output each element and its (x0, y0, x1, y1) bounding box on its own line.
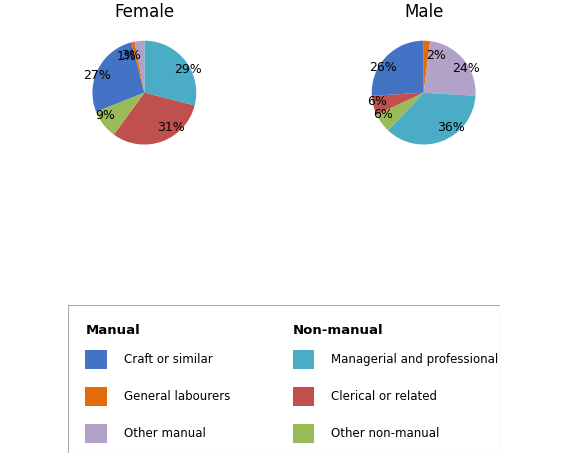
Title: Female: Female (114, 3, 174, 21)
Text: Manual: Manual (85, 324, 140, 337)
Text: 31%: 31% (157, 122, 185, 134)
Text: Other non-manual: Other non-manual (332, 427, 440, 440)
Text: 27%: 27% (83, 69, 111, 82)
Title: Male: Male (404, 3, 444, 21)
Text: 2%: 2% (426, 49, 446, 62)
Wedge shape (144, 41, 197, 105)
Text: 26%: 26% (369, 61, 396, 73)
Wedge shape (424, 41, 430, 92)
Text: Other manual: Other manual (124, 427, 206, 440)
Text: Managerial and professional: Managerial and professional (332, 353, 499, 366)
Text: Non-manual: Non-manual (293, 324, 383, 337)
Bar (293, 350, 314, 369)
Bar (85, 387, 107, 406)
Wedge shape (96, 92, 144, 134)
Wedge shape (93, 43, 144, 112)
Bar (85, 424, 107, 443)
Bar (293, 387, 314, 406)
Wedge shape (388, 92, 475, 145)
Text: Clerical or related: Clerical or related (332, 390, 437, 403)
Wedge shape (114, 92, 195, 145)
Wedge shape (377, 92, 424, 130)
Text: 3%: 3% (121, 49, 141, 62)
Bar (293, 424, 314, 443)
Text: Craft or similar: Craft or similar (124, 353, 213, 366)
Bar (85, 350, 107, 369)
Wedge shape (135, 41, 144, 92)
Text: 9%: 9% (95, 109, 115, 122)
Text: 36%: 36% (437, 121, 465, 134)
Text: 6%: 6% (374, 108, 394, 121)
Wedge shape (371, 41, 424, 96)
Text: 24%: 24% (453, 62, 480, 75)
Wedge shape (424, 41, 475, 96)
Wedge shape (372, 92, 424, 115)
Text: 6%: 6% (367, 96, 387, 109)
Wedge shape (131, 42, 144, 92)
Text: 29%: 29% (174, 63, 202, 76)
Text: 1%: 1% (116, 49, 136, 63)
Text: General labourers: General labourers (124, 390, 231, 403)
